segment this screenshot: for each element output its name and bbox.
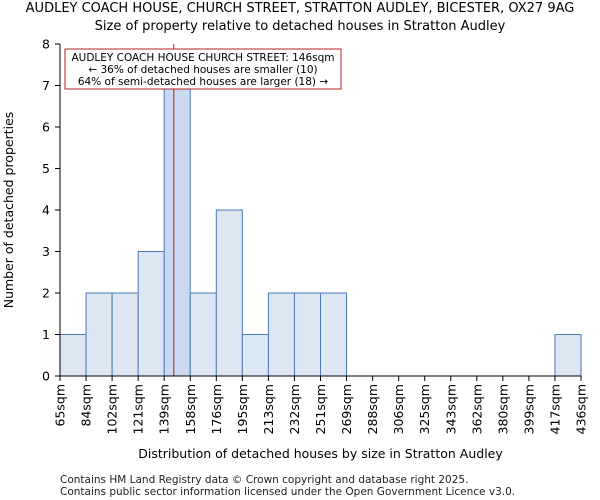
y-axis-label: Number of detached properties xyxy=(1,112,16,309)
x-axis-label: Distribution of detached houses by size … xyxy=(138,446,503,461)
y-tick-label: 3 xyxy=(42,244,50,259)
x-tick-label: 213sqm xyxy=(261,384,276,434)
x-tick-label: 195sqm xyxy=(235,384,250,434)
y-tick-label: 7 xyxy=(42,78,50,93)
x-tick-label: 102sqm xyxy=(105,384,120,434)
y-tick-label: 4 xyxy=(42,203,50,218)
bar-176sqm xyxy=(215,209,243,377)
x-tick-label: 380sqm xyxy=(495,384,510,434)
x-tick-label: 436sqm xyxy=(574,384,589,434)
y-tick-label: 2 xyxy=(42,286,50,301)
bar-213sqm xyxy=(267,292,295,377)
y-tick-label: 0 xyxy=(42,369,50,384)
chart-title: AUDLEY COACH HOUSE, CHURCH STREET, STRAT… xyxy=(25,1,575,16)
x-tick-label: 288sqm xyxy=(365,384,380,434)
x-tick-label: 176sqm xyxy=(209,384,224,434)
x-tick-label: 269sqm xyxy=(339,384,354,434)
x-tick-label: 399sqm xyxy=(521,384,536,434)
x-tick-label: 306sqm xyxy=(391,384,406,434)
bar-417sqm xyxy=(554,334,582,377)
bar-158sqm xyxy=(189,292,217,377)
bar-84sqm xyxy=(85,292,113,377)
chart-subtitle: Size of property relative to detached ho… xyxy=(94,19,506,34)
x-tick-label: 65sqm xyxy=(53,384,68,427)
y-tick-label: 5 xyxy=(42,161,50,176)
x-tick-label: 325sqm xyxy=(417,384,432,434)
x-tick-label: 84sqm xyxy=(79,384,94,427)
y-tick-label: 8 xyxy=(42,37,50,52)
bar-139sqm xyxy=(163,85,191,377)
x-tick-label: 251sqm xyxy=(313,384,328,434)
bar-232sqm xyxy=(293,292,322,377)
x-tick-label: 417sqm xyxy=(547,384,562,434)
bar-65sqm xyxy=(59,334,87,377)
footer-line-2: Contains public sector information licen… xyxy=(60,486,516,498)
bar-121sqm xyxy=(137,251,165,377)
x-tick-label: 158sqm xyxy=(183,384,198,434)
x-tick-label: 121sqm xyxy=(131,384,146,434)
bar-102sqm xyxy=(111,292,139,377)
footer-line-1: Contains HM Land Registry data © Crown c… xyxy=(60,474,469,486)
annotation-line-1: AUDLEY COACH HOUSE CHURCH STREET: 146sqm xyxy=(71,52,334,64)
annotation-box: AUDLEY COACH HOUSE CHURCH STREET: 146sqm… xyxy=(64,48,342,90)
x-tick-label: 343sqm xyxy=(443,384,458,434)
bar-251sqm xyxy=(320,292,348,377)
y-tick-label: 1 xyxy=(42,327,50,342)
bar-195sqm xyxy=(241,334,269,377)
x-tick-label: 232sqm xyxy=(287,384,302,434)
x-tick-label: 139sqm xyxy=(157,384,172,434)
x-tick-label: 362sqm xyxy=(469,384,484,434)
annotation-line-3: 64% of semi-detached houses are larger (… xyxy=(78,76,329,88)
annotation-line-2: ← 36% of detached houses are smaller (10… xyxy=(88,64,317,76)
y-tick-label: 6 xyxy=(42,120,50,135)
